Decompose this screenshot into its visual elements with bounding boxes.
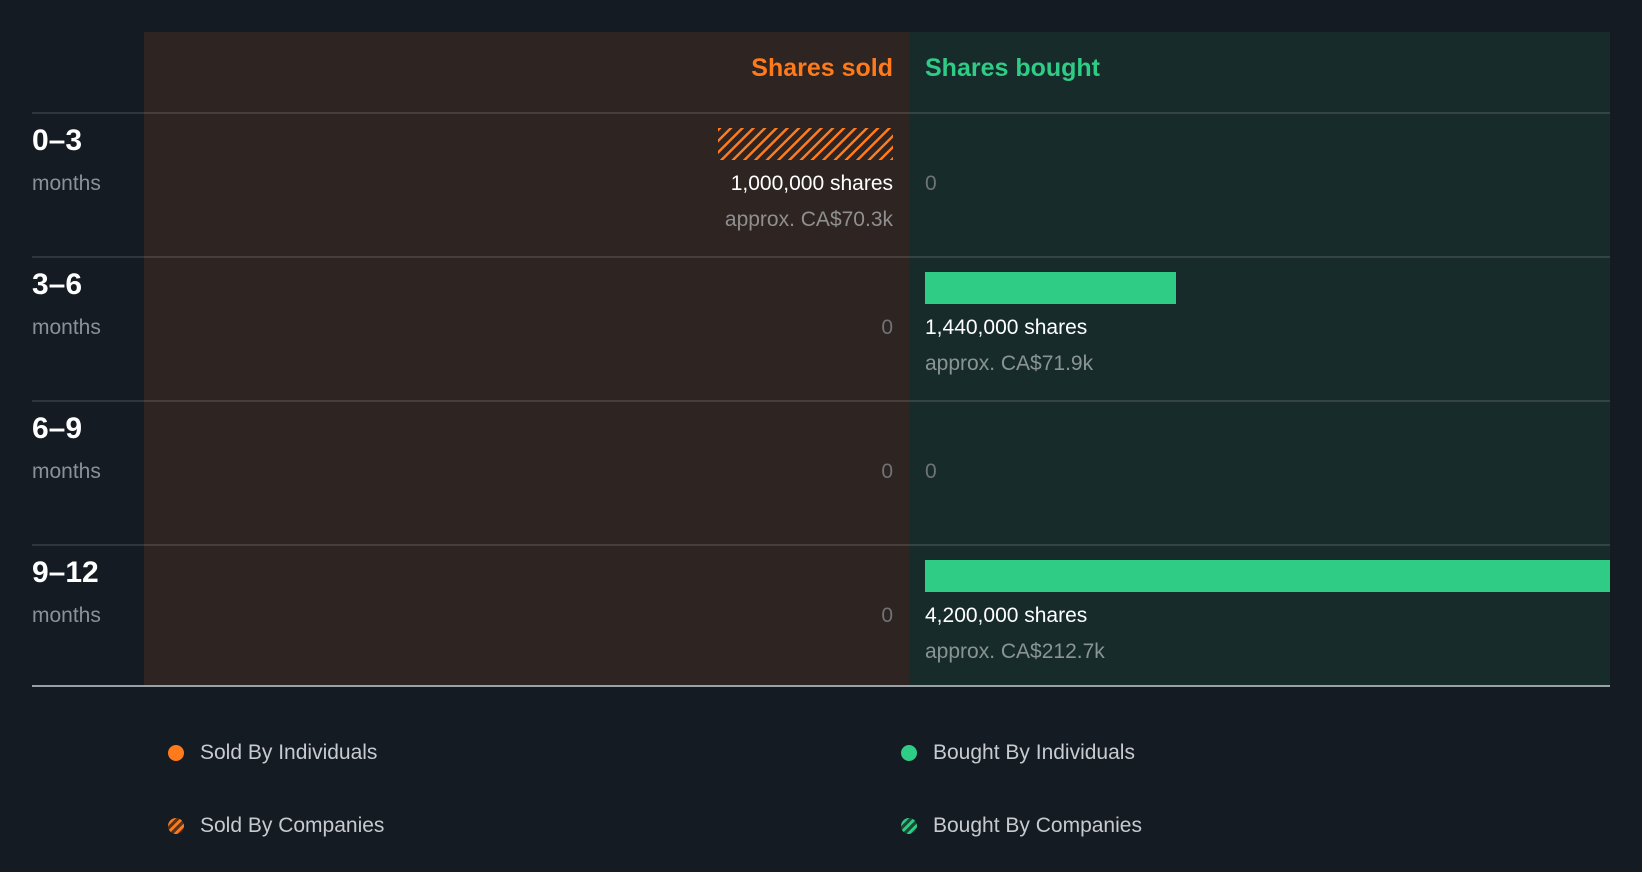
legend-label: Bought By Companies bbox=[933, 814, 1142, 837]
sold-shares-value: 1,000,000 shares bbox=[730, 172, 893, 195]
bottom-rule bbox=[32, 685, 1610, 687]
sold-shares-value: 0 bbox=[881, 604, 893, 627]
legend-sold-companies[interactable]: Sold By Companies bbox=[168, 814, 384, 838]
orange-hatched-dot-icon bbox=[168, 818, 184, 834]
period-row-3-6: 3–6 months 0 1,440,000 shares approx. CA… bbox=[0, 256, 1642, 400]
period-range: 3–6 bbox=[32, 268, 83, 301]
green-dot-icon bbox=[901, 745, 917, 761]
period-unit: months bbox=[32, 316, 101, 339]
legend-bought-companies[interactable]: Bought By Companies bbox=[901, 814, 1142, 838]
period-range: 9–12 bbox=[32, 556, 99, 589]
period-unit: months bbox=[32, 172, 101, 195]
period-row-6-9: 6–9 months 0 0 bbox=[0, 400, 1642, 544]
period-range: 0–3 bbox=[32, 124, 83, 157]
shares-bought-header: Shares bought bbox=[925, 54, 1101, 82]
legend-label: Sold By Companies bbox=[200, 814, 385, 837]
bought-shares-value: 4,200,000 shares bbox=[925, 604, 1088, 627]
sold-approx-value: approx. CA$70.3k bbox=[724, 208, 893, 231]
bought-by-individuals-bar[interactable] bbox=[925, 272, 1176, 304]
sold-by-companies-bar[interactable] bbox=[718, 128, 893, 160]
shares-sold-header: Shares sold bbox=[751, 54, 893, 82]
sold-shares-value: 0 bbox=[881, 316, 893, 339]
period-row-9-12: 9–12 months 0 4,200,000 shares approx. C… bbox=[0, 544, 1642, 688]
bought-shares-value: 0 bbox=[925, 460, 937, 483]
legend-label: Sold By Individuals bbox=[200, 741, 378, 764]
period-range: 6–9 bbox=[32, 412, 83, 445]
legend-bought-individuals[interactable]: Bought By Individuals bbox=[901, 741, 1135, 765]
legend-label: Bought By Individuals bbox=[933, 741, 1135, 764]
header-divider bbox=[32, 112, 1610, 114]
bought-shares-value: 1,440,000 shares bbox=[925, 316, 1088, 339]
row-divider bbox=[32, 256, 1610, 258]
row-divider bbox=[32, 544, 1610, 546]
bought-approx-value: approx. CA$212.7k bbox=[925, 640, 1105, 663]
orange-dot-icon bbox=[168, 745, 184, 761]
green-hatched-dot-icon bbox=[901, 818, 917, 834]
legend-sold-individuals[interactable]: Sold By Individuals bbox=[168, 741, 377, 765]
period-unit: months bbox=[32, 604, 101, 627]
bought-shares-value: 0 bbox=[925, 172, 937, 195]
row-divider bbox=[32, 400, 1610, 402]
bought-by-individuals-bar[interactable] bbox=[925, 560, 1610, 592]
period-row-0-3: 0–3 months 1,000,000 shares approx. CA$7… bbox=[0, 112, 1642, 256]
period-unit: months bbox=[32, 460, 101, 483]
bought-approx-value: approx. CA$71.9k bbox=[925, 352, 1094, 375]
sold-shares-value: 0 bbox=[881, 460, 893, 483]
